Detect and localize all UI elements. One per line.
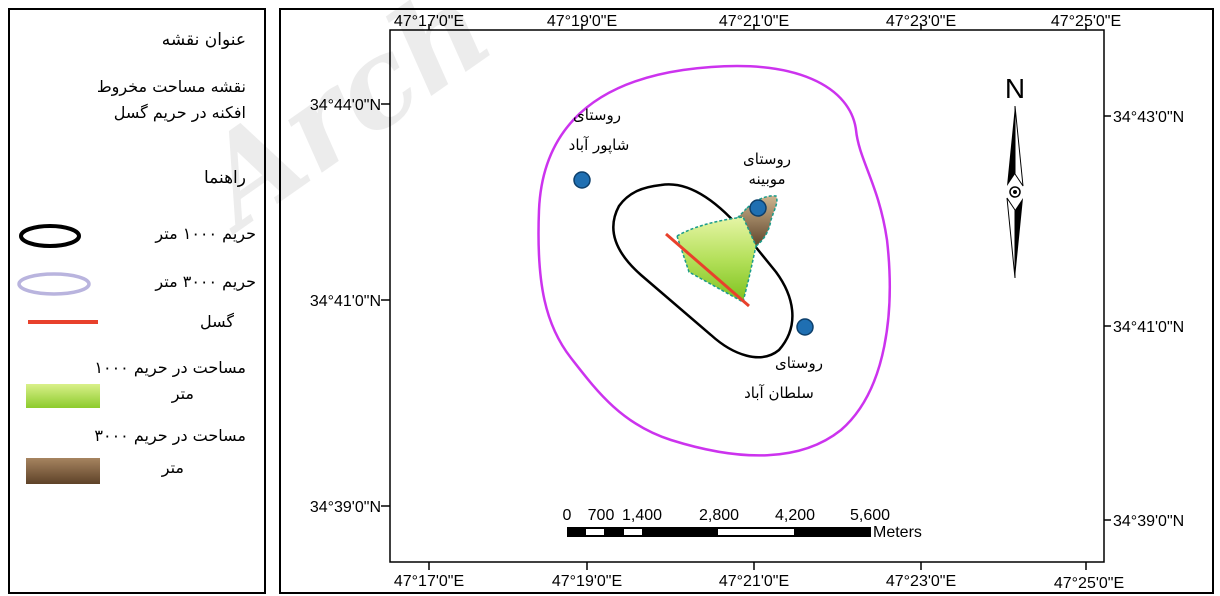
area-1000-patch: [676, 216, 757, 304]
bottom-axis-label: 47°19'0"E: [552, 573, 622, 590]
legend-label-area-1000-unit: متر: [171, 384, 194, 403]
legend-symbol-buffer-3000: [17, 272, 91, 296]
legend-symbol-fault: [28, 320, 98, 324]
village-marker-mobineh: [749, 199, 767, 217]
fault-line: [665, 232, 750, 308]
left-axis-label: 34°41'0"N: [310, 293, 381, 310]
scale-tick-label: 2,800: [699, 507, 739, 524]
top-ticks: [428, 24, 1087, 30]
north-label: N: [1005, 73, 1025, 104]
village-label-shapurabad-line1: روستای: [573, 106, 621, 124]
left-ticks: [381, 103, 390, 507]
left-axis-label: 34°39'0"N: [310, 499, 381, 516]
village-label-shapurabad-line2: شاپور آباد: [569, 136, 630, 155]
bottom-axis-label: 47°25'0"E: [1054, 575, 1124, 592]
bottom-axis-label: 47°17'0"E: [394, 573, 464, 590]
scale-tick-label: 700: [588, 507, 615, 524]
village-label-mobineh-line2: موبینه: [748, 170, 785, 188]
left-axis-label: 34°44'0"N: [310, 97, 381, 114]
bottom-ticks: [428, 562, 1087, 570]
map-neatline: [389, 29, 1105, 563]
map-subtitle-line2: افکنه در حریم گسل: [113, 103, 246, 122]
bottom-axis-label: 47°23'0"E: [886, 573, 956, 590]
top-axis-label: 47°19'0"E: [547, 13, 617, 30]
buffer-3000-outline: [537, 65, 891, 457]
map-canvas: 47°17'0"E 47°19'0"E 47°21'0"E 47°23'0"E …: [310, 13, 1184, 592]
right-ticks: [1104, 115, 1111, 521]
map-subtitle: نقشه مساحت مخروط افکنه در حریم گسل: [97, 74, 246, 126]
village-marker-soltanabad: [796, 318, 814, 336]
legend-panel: عنوان نقشه نقشه مساحت مخروط افکنه در حری…: [8, 8, 266, 594]
village-label-soltanabad-line1: روستای: [775, 354, 823, 372]
scale-unit: Meters: [873, 524, 922, 541]
right-axis-label: 34°43'0"N: [1113, 109, 1184, 126]
top-axis-label: 47°17'0"E: [394, 13, 464, 30]
map-subtitle-line1: نقشه مساحت مخروط: [96, 77, 246, 96]
scale-tick-label: 1,400: [622, 507, 662, 524]
top-axis-label: 47°25'0"E: [1051, 13, 1121, 30]
map-title: عنوان نقشه: [161, 30, 246, 50]
scale-bar: [567, 527, 871, 537]
legend-label-area-3000-unit: متر: [161, 458, 184, 477]
legend-label-buffer-3000: حریم ۳۰۰۰ متر: [155, 272, 256, 291]
legend-heading: راهنما: [203, 168, 246, 188]
right-axis-label: 34°39'0"N: [1113, 513, 1184, 530]
legend-symbol-buffer-1000: [19, 224, 81, 248]
legend-label-area-3000: مساحت در حریم ۳۰۰۰: [94, 426, 246, 445]
legend-label-fault: گسل: [199, 312, 234, 331]
scale-tick-label: 0: [563, 507, 572, 524]
legend-symbol-area-3000: [26, 458, 100, 484]
legend-label-buffer-1000: حریم ۱۰۰۰ متر: [155, 224, 256, 243]
top-axis-label: 47°23'0"E: [886, 13, 956, 30]
bottom-axis-label: 47°21'0"E: [719, 573, 789, 590]
scale-tick-label: 5,600: [850, 507, 890, 524]
scale-tick-label: 4,200: [775, 507, 815, 524]
right-axis-label: 34°41'0"N: [1113, 319, 1184, 336]
map-frame: 47°17'0"E 47°19'0"E 47°21'0"E 47°23'0"E …: [279, 8, 1214, 594]
village-marker-shapurabad: [573, 171, 591, 189]
legend-label-area-1000: مساحت در حریم ۱۰۰۰: [94, 358, 246, 377]
legend-symbol-area-1000: [26, 384, 100, 408]
village-label-soltanabad-line2: سلطان آباد: [744, 384, 814, 402]
village-label-mobineh-line1: روستای: [743, 150, 791, 168]
north-arrow-icon: [1006, 105, 1024, 279]
top-axis-label: 47°21'0"E: [719, 13, 789, 30]
